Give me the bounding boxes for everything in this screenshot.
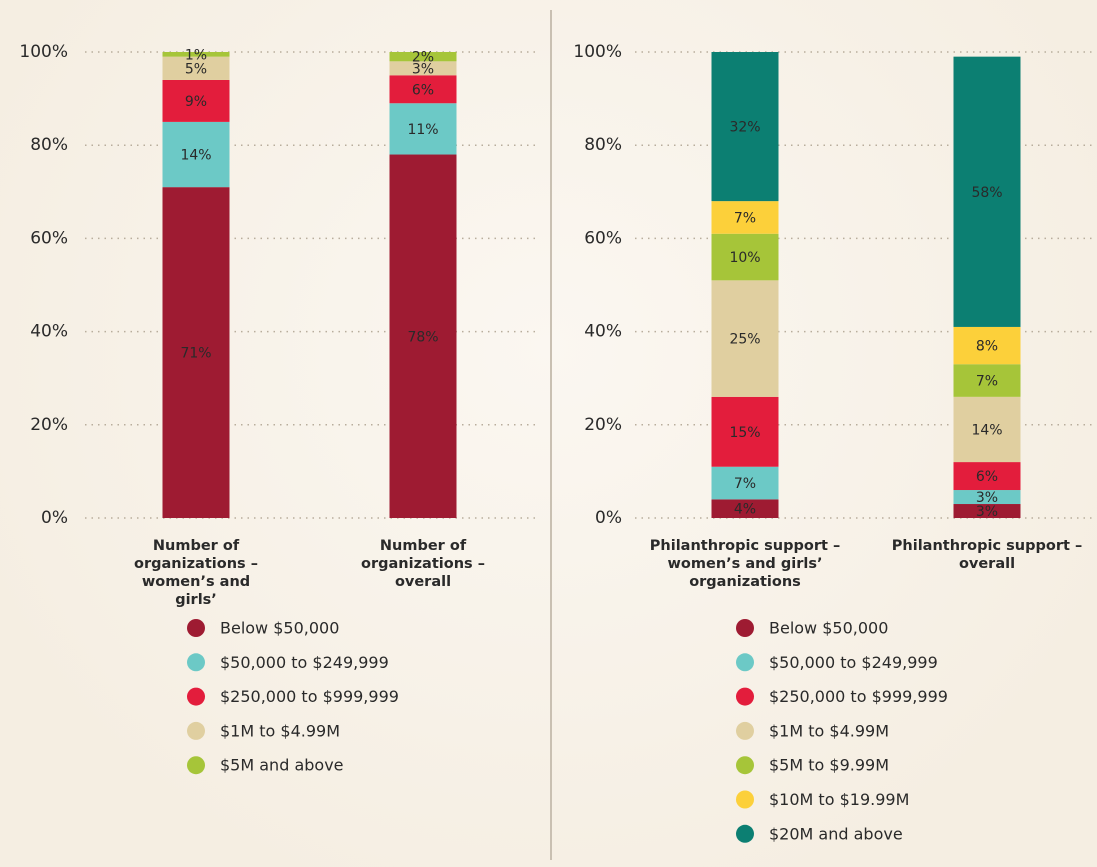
legend-marker (187, 721, 205, 740)
legend-label: $50,000 to $249,999 (769, 653, 938, 672)
legend-marker (187, 687, 205, 706)
legend-marker (187, 756, 205, 775)
value-label: 8% (976, 339, 998, 355)
legend-label: $5M and above (220, 756, 344, 775)
legend-label: $50,000 to $249,999 (220, 653, 389, 672)
y-tick-label: 20% (30, 415, 68, 435)
y-tick-label: 60% (584, 228, 622, 248)
bar-segment (953, 490, 1021, 505)
bar-segment (953, 364, 1021, 397)
value-label: 71% (180, 346, 211, 362)
legend-label: $1M to $4.99M (769, 721, 889, 740)
value-label: 78% (407, 329, 438, 345)
legend-marker (736, 790, 754, 809)
legend-label: $250,000 to $999,999 (220, 687, 399, 706)
y-tick-label: 40% (30, 322, 68, 342)
legend-label: Below $50,000 (769, 619, 888, 638)
x-tick-label: Philanthropic support – overall (891, 538, 1083, 572)
value-label: 4% (734, 502, 756, 518)
legend-marker (736, 653, 754, 672)
value-label: 3% (976, 490, 998, 506)
value-label: 7% (976, 374, 998, 390)
bar-segment (389, 52, 457, 62)
y-tick-label: 0% (595, 508, 622, 528)
x-tick-label: Philanthropic support – women’s and girl… (649, 538, 841, 590)
bar-segment (953, 396, 1021, 463)
bar-segment (711, 52, 779, 202)
bar-segment (389, 75, 457, 104)
legend-marker (187, 653, 205, 672)
y-tick-label: 60% (30, 228, 68, 248)
bar-segment (711, 280, 779, 397)
legend-label: $20M and above (769, 824, 903, 843)
value-label: 32% (729, 120, 760, 136)
legend-marker (187, 619, 205, 637)
legend-marker (736, 756, 754, 775)
bar-segment (162, 79, 230, 122)
bar-segment (711, 201, 779, 234)
bar-segment (953, 326, 1021, 365)
y-tick-label: 100% (573, 42, 622, 62)
bar-segment (711, 233, 779, 281)
bar-segment (162, 187, 230, 518)
y-tick-label: 20% (584, 415, 622, 435)
bar-segment (711, 466, 779, 500)
bar-segment (162, 56, 230, 80)
legend-label: $250,000 to $999,999 (769, 687, 948, 706)
bar-segment (389, 61, 457, 76)
bar-segment (711, 499, 779, 518)
bar-segment (162, 121, 230, 188)
x-tick-label: Number of organizations – overall (361, 538, 485, 590)
legend-marker (736, 721, 754, 740)
value-label: 2% (412, 50, 434, 66)
y-tick-label: 40% (584, 322, 622, 342)
y-tick-label: 100% (19, 42, 68, 62)
value-label: 5% (185, 61, 207, 77)
x-tick-label: Number of organizations – women’s and gi… (134, 538, 258, 608)
value-label: 3% (412, 61, 434, 77)
value-label: 3% (976, 504, 998, 520)
value-label: 14% (971, 422, 1002, 438)
value-label: 58% (971, 185, 1002, 201)
bar-segment (389, 154, 457, 518)
legend-marker (736, 687, 754, 706)
bar-segment (953, 56, 1021, 327)
value-label: 1% (185, 47, 207, 63)
bar-segment (162, 52, 230, 57)
y-tick-label: 0% (41, 508, 68, 528)
value-label: 15% (729, 425, 760, 441)
value-label: 25% (729, 332, 760, 348)
bar-segment (953, 462, 1021, 491)
value-label: 6% (976, 469, 998, 485)
value-label: 14% (180, 148, 211, 164)
value-label: 7% (734, 476, 756, 492)
value-label: 7% (734, 210, 756, 226)
value-label: 11% (407, 122, 438, 138)
value-label: 10% (729, 250, 760, 266)
bar-segment (389, 103, 457, 155)
legend-marker (736, 619, 754, 637)
bar-segment (953, 504, 1021, 518)
legend-label: $1M to $4.99M (220, 721, 340, 740)
y-tick-label: 80% (584, 135, 622, 155)
value-label: 9% (185, 94, 207, 110)
y-tick-label: 80% (30, 135, 68, 155)
value-label: 6% (412, 82, 434, 98)
legend-label: $10M to $19.99M (769, 790, 909, 809)
bar-segment (711, 396, 779, 467)
legend-label: $5M to $9.99M (769, 756, 889, 775)
legend-marker (736, 824, 754, 843)
legend-label: Below $50,000 (220, 619, 339, 638)
